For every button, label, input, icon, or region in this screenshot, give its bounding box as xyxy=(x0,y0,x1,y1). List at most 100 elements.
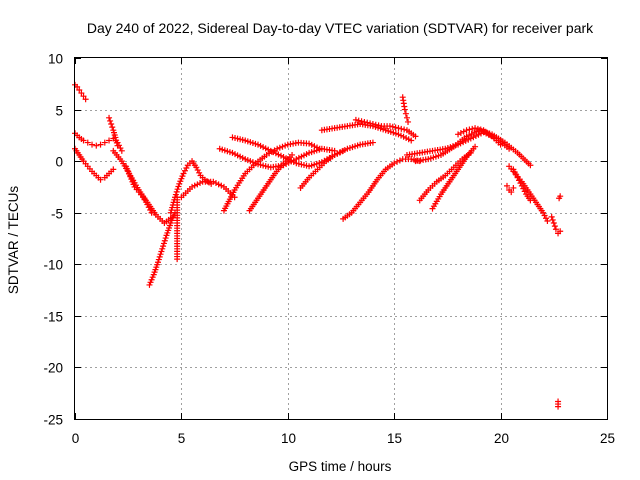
data-point xyxy=(395,125,402,132)
data-point-dense xyxy=(337,149,344,156)
data-point xyxy=(391,160,398,167)
grid xyxy=(75,58,607,419)
y-tick-label: -20 xyxy=(43,361,63,376)
data-point xyxy=(455,131,462,138)
data-point-dense xyxy=(367,120,374,127)
data-point-dense xyxy=(155,256,162,263)
data-point-dense xyxy=(372,121,379,128)
data-point xyxy=(544,217,551,224)
data-point-dense xyxy=(197,180,204,187)
x-tick-label: 15 xyxy=(387,431,402,446)
data-point xyxy=(112,134,119,141)
data-point-dense xyxy=(107,117,114,124)
data-point xyxy=(340,147,347,154)
data-point-dense xyxy=(469,125,476,132)
data-point-dense xyxy=(113,137,120,144)
data-point xyxy=(108,121,115,128)
data-point xyxy=(472,125,479,132)
series-arc-ac xyxy=(556,193,564,202)
data-point-dense xyxy=(355,117,362,124)
data-points xyxy=(72,81,564,410)
x-tick-label: 20 xyxy=(494,431,509,446)
y-tick-label: -15 xyxy=(43,310,63,325)
data-point-dense xyxy=(109,124,116,131)
data-point xyxy=(106,137,113,144)
data-point-dense xyxy=(389,123,396,130)
data-point xyxy=(472,143,479,150)
data-point-dense xyxy=(279,143,286,150)
data-point xyxy=(101,139,108,146)
data-point-dense xyxy=(375,122,382,129)
data-point xyxy=(78,90,85,97)
y-tick-label: 5 xyxy=(55,104,63,119)
series-arc-c xyxy=(72,145,117,183)
y-tick-label: 0 xyxy=(55,155,63,170)
data-point-dense xyxy=(173,188,180,195)
data-point xyxy=(210,178,217,185)
data-point xyxy=(93,142,100,149)
data-point xyxy=(557,228,564,235)
data-point xyxy=(405,118,412,125)
data-point xyxy=(369,139,376,146)
plot-frame xyxy=(74,57,608,420)
y-tick-label: 10 xyxy=(48,52,63,67)
data-point xyxy=(80,93,87,100)
data-point xyxy=(110,166,117,173)
series-arc-t xyxy=(416,149,474,204)
data-point-dense xyxy=(460,128,467,135)
chart-title: Day 240 of 2022, Sidereal Day-to-day VTE… xyxy=(87,20,594,36)
data-point-dense xyxy=(457,129,464,136)
data-point-dense xyxy=(276,144,283,151)
y-tick-label: -5 xyxy=(51,207,63,222)
data-point xyxy=(408,137,415,144)
data-point xyxy=(154,259,161,266)
data-point xyxy=(548,213,555,220)
data-point-dense xyxy=(175,183,182,190)
data-point xyxy=(159,245,166,252)
data-point-dense xyxy=(174,186,181,193)
data-point xyxy=(97,141,104,148)
series-arc-a xyxy=(72,81,89,103)
data-point xyxy=(352,116,359,123)
data-point xyxy=(84,139,91,146)
data-point xyxy=(82,96,89,103)
data-point xyxy=(527,162,534,169)
data-point-dense xyxy=(358,118,365,125)
series-arc-f xyxy=(123,163,155,216)
data-point-dense xyxy=(212,180,219,187)
data-point xyxy=(497,141,504,148)
data-point xyxy=(369,121,376,128)
data-point-dense xyxy=(549,216,556,223)
series-arc-x xyxy=(455,125,504,148)
series-arc-n xyxy=(246,151,296,214)
data-point-dense xyxy=(156,253,163,260)
data-point xyxy=(306,140,313,147)
data-point-dense xyxy=(282,142,289,149)
data-point xyxy=(189,183,196,190)
data-point xyxy=(403,114,410,121)
data-point-dense xyxy=(474,125,481,132)
data-point xyxy=(97,176,104,183)
data-point-dense xyxy=(162,235,169,242)
data-point-dense xyxy=(334,150,341,157)
data-point xyxy=(550,220,557,227)
data-point xyxy=(118,147,125,154)
data-point-dense xyxy=(364,119,371,126)
data-point-dense xyxy=(160,240,167,247)
x-tick-label: 25 xyxy=(600,431,615,446)
data-point-dense xyxy=(113,139,120,146)
data-point xyxy=(463,127,470,134)
data-point-dense xyxy=(394,158,401,165)
data-point xyxy=(386,123,393,130)
data-point xyxy=(148,209,155,216)
data-point-dense xyxy=(396,157,403,164)
data-point xyxy=(412,133,419,140)
data-point-dense xyxy=(218,182,225,189)
series-arc-y xyxy=(503,182,517,196)
x-tick-label: 0 xyxy=(72,431,80,446)
data-point xyxy=(408,156,415,163)
data-point-dense xyxy=(215,181,222,188)
data-point-dense xyxy=(551,223,558,230)
data-point xyxy=(557,193,564,200)
